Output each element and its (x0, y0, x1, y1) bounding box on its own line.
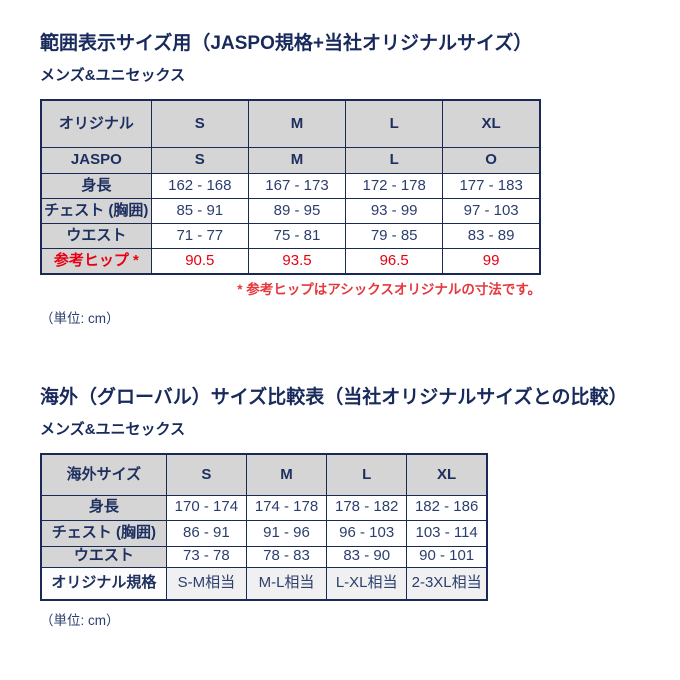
table-row: 身長 162 - 168 167 - 173 172 - 178 177 - 1… (40, 172, 541, 199)
row-label-hip: 参考ヒップ * (40, 247, 152, 275)
col-header-size: M (247, 146, 347, 174)
row-label-chest: チェスト (胸囲) (40, 519, 167, 547)
section-global: 海外（グローバル）サイズ比較表（当社オリジナルサイズとの比較） メンズ&ユニセッ… (40, 387, 660, 630)
row-label-height: 身長 (40, 494, 167, 521)
size-value: 93.5 (247, 247, 347, 275)
size-value: 79 - 85 (345, 222, 444, 249)
row-label-height: 身長 (40, 172, 152, 199)
col-header-size: L (326, 453, 408, 496)
global-size-table: 海外サイズ S M L XL 身長 170 - 174 174 - 178 17… (40, 453, 488, 602)
row-label-original-standard: オリジナル規格 (40, 566, 167, 601)
size-value: 167 - 173 (247, 172, 347, 199)
size-value: 96 - 103 (326, 519, 408, 547)
table-row: JASPO S M L O (40, 146, 541, 174)
col-header-size: M (247, 99, 347, 148)
section-jaspo: 範囲表示サイズ用（JASPO規格+当社オリジナルサイズ） メンズ&ユニセックス … (40, 33, 660, 327)
col-header-size: S (150, 146, 249, 174)
size-chart-page: 範囲表示サイズ用（JASPO規格+当社オリジナルサイズ） メンズ&ユニセックス … (40, 33, 660, 630)
size-value: 172 - 178 (345, 172, 444, 199)
size-value: 91 - 96 (245, 519, 328, 547)
size-value: L-XL相当 (326, 566, 408, 601)
col-header-jaspo: JASPO (40, 146, 152, 174)
section2-subtitle: メンズ&ユニセックス (40, 420, 186, 438)
section1-title: 範囲表示サイズ用（JASPO規格+当社オリジナルサイズ） (40, 33, 533, 54)
table-row: 参考ヒップ * 90.5 93.5 96.5 99 (40, 247, 541, 275)
size-value: 75 - 81 (247, 222, 347, 249)
size-value: 90.5 (150, 247, 249, 275)
col-header-size: XL (406, 453, 488, 496)
size-value: 90 - 101 (406, 545, 488, 568)
col-header-size: L (345, 146, 444, 174)
unit-note: （単位: cm） (40, 613, 120, 629)
size-value: 83 - 89 (442, 222, 541, 249)
size-value: 2-3XL相当 (406, 566, 488, 601)
col-header-size: M (245, 453, 328, 496)
table-row: チェスト (胸囲) 86 - 91 91 - 96 96 - 103 103 -… (40, 519, 488, 547)
size-value: 85 - 91 (150, 197, 249, 224)
size-value: 99 (442, 247, 541, 275)
col-header-overseas: 海外サイズ (40, 453, 167, 496)
size-value: 83 - 90 (326, 545, 408, 568)
col-header-original: オリジナル (40, 99, 152, 148)
row-label-chest: チェスト (胸囲) (40, 197, 152, 224)
col-header-size: XL (442, 99, 541, 148)
table-row: ウエスト 73 - 78 78 - 83 83 - 90 90 - 101 (40, 545, 488, 568)
size-value: M-L相当 (245, 566, 328, 601)
section1-subtitle: メンズ&ユニセックス (40, 66, 186, 84)
row-label-waist: ウエスト (40, 545, 167, 568)
col-header-size: O (442, 146, 541, 174)
size-value: 89 - 95 (247, 197, 347, 224)
size-value: 174 - 178 (245, 494, 328, 521)
table-row: 身長 170 - 174 174 - 178 178 - 182 182 - 1… (40, 494, 488, 521)
size-value: 78 - 83 (245, 545, 328, 568)
table-row: チェスト (胸囲) 85 - 91 89 - 95 93 - 99 97 - 1… (40, 197, 541, 224)
jaspo-size-table: オリジナル S M L XL JASPO S M L O 身長 162 - 16… (40, 99, 541, 276)
col-header-size: S (150, 99, 249, 148)
size-value: 178 - 182 (326, 494, 408, 521)
size-value: 71 - 77 (150, 222, 249, 249)
size-value: 96.5 (345, 247, 444, 275)
size-value: 103 - 114 (406, 519, 488, 547)
size-value: 162 - 168 (150, 172, 249, 199)
size-value: 177 - 183 (442, 172, 541, 199)
size-value: 182 - 186 (406, 494, 488, 521)
size-value: 97 - 103 (442, 197, 541, 224)
unit-note: （単位: cm） (40, 310, 120, 326)
row-label-waist: ウエスト (40, 222, 152, 249)
table-row: ウエスト 71 - 77 75 - 81 79 - 85 83 - 89 (40, 222, 541, 249)
size-value: 170 - 174 (165, 494, 247, 521)
size-value: 86 - 91 (165, 519, 247, 547)
table-row: オリジナル規格 S-M相当 M-L相当 L-XL相当 2-3XL相当 (40, 566, 488, 601)
table-row: オリジナル S M L XL (40, 99, 541, 148)
size-value: 73 - 78 (165, 545, 247, 568)
col-header-size: L (345, 99, 444, 148)
table-row: 海外サイズ S M L XL (40, 453, 488, 496)
col-header-size: S (165, 453, 247, 496)
size-value: 93 - 99 (345, 197, 444, 224)
hip-footnote: * 参考ヒップはアシックスオリジナルの寸法です。 (237, 282, 541, 298)
size-value: S-M相当 (165, 566, 247, 601)
section2-title: 海外（グローバル）サイズ比較表（当社オリジナルサイズとの比較） (40, 386, 628, 408)
